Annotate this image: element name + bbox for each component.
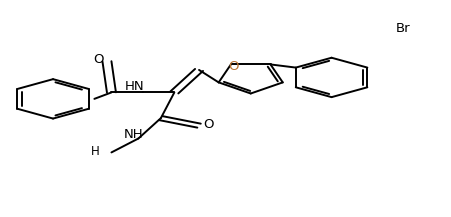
Text: O: O [203, 118, 214, 131]
Text: H: H [91, 145, 100, 158]
Text: O: O [93, 53, 104, 66]
Text: O: O [227, 60, 238, 73]
Text: NH: NH [124, 128, 143, 141]
Text: HN: HN [125, 80, 144, 93]
Text: Br: Br [395, 22, 410, 35]
